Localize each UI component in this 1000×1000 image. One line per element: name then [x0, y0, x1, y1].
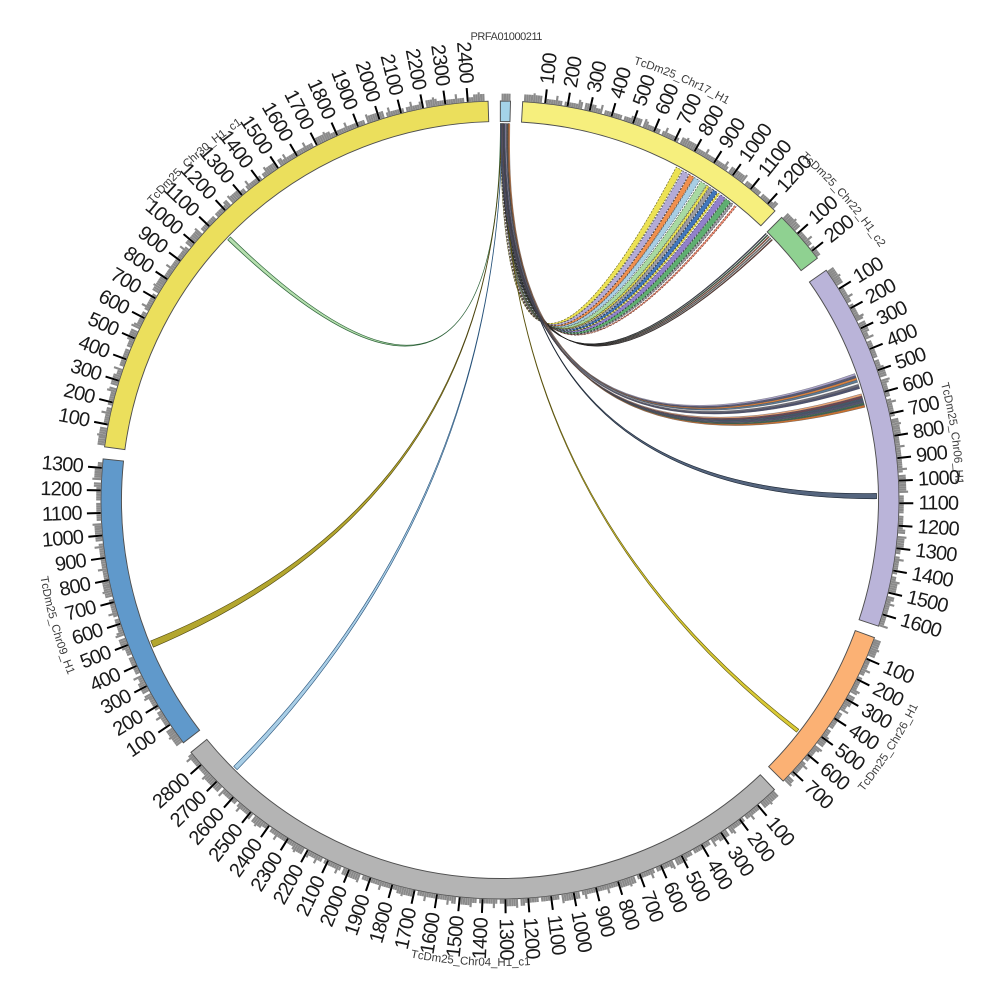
svg-text:_: _: [947, 424, 960, 434]
svg-text:1: 1: [720, 93, 731, 107]
svg-text:c: c: [417, 950, 425, 963]
svg-text:2: 2: [440, 953, 448, 966]
svg-text:_: _: [951, 462, 964, 471]
svg-text:c: c: [227, 120, 239, 133]
svg-text:c: c: [39, 582, 52, 590]
svg-text:0: 0: [478, 957, 485, 969]
svg-text:0: 0: [950, 450, 963, 458]
svg-text:C: C: [460, 955, 469, 968]
svg-text:2: 2: [44, 605, 57, 614]
svg-text:_: _: [46, 616, 60, 627]
svg-text:r: r: [892, 731, 904, 741]
svg-text:PRFA01000211: PRFA01000211: [471, 31, 543, 43]
svg-text:2: 2: [894, 726, 908, 738]
svg-text:T: T: [37, 575, 50, 584]
svg-text:h: h: [949, 440, 962, 448]
svg-text:m: m: [943, 402, 957, 414]
svg-text:T: T: [410, 948, 419, 961]
svg-text:c: c: [518, 956, 525, 968]
svg-text:4: 4: [485, 957, 492, 969]
svg-text:1300: 1300: [41, 452, 85, 477]
svg-text:1: 1: [907, 702, 921, 713]
svg-text:800: 800: [911, 417, 946, 444]
svg-text:1: 1: [63, 666, 77, 676]
svg-text:m: m: [431, 952, 442, 965]
svg-text:5: 5: [946, 418, 959, 426]
svg-text:1: 1: [952, 478, 964, 485]
svg-text:2: 2: [661, 65, 671, 79]
svg-text:h: h: [468, 956, 475, 968]
svg-text:1200: 1200: [519, 917, 544, 960]
svg-text:C: C: [48, 623, 62, 634]
svg-text:r: r: [192, 149, 203, 161]
svg-text:_: _: [511, 957, 519, 969]
svg-text:1300: 1300: [914, 540, 958, 567]
svg-text:T: T: [938, 381, 951, 391]
svg-text:1000: 1000: [917, 467, 960, 491]
svg-text:900: 900: [54, 550, 89, 576]
svg-text:7: 7: [701, 83, 712, 97]
svg-text:2: 2: [945, 412, 958, 420]
svg-text:H: H: [60, 658, 74, 670]
svg-text:D: D: [941, 394, 955, 405]
svg-text:1: 1: [524, 956, 531, 968]
svg-text:D: D: [644, 59, 656, 73]
svg-text:h: h: [686, 76, 697, 90]
svg-text:r: r: [53, 637, 66, 644]
svg-text:H: H: [952, 469, 964, 478]
svg-text:100: 100: [536, 52, 561, 86]
svg-text:m: m: [652, 62, 665, 77]
svg-text:1200: 1200: [40, 478, 82, 501]
svg-text:r: r: [474, 956, 479, 968]
svg-text:m: m: [41, 596, 55, 608]
svg-text:1: 1: [696, 81, 707, 95]
svg-text:_: _: [490, 957, 498, 969]
svg-text:C: C: [948, 431, 961, 441]
svg-text:_: _: [452, 955, 461, 968]
svg-text:5: 5: [45, 611, 58, 620]
svg-text:D: D: [423, 951, 433, 964]
svg-text:5: 5: [667, 68, 677, 82]
svg-text:c: c: [870, 232, 883, 244]
svg-text:1100: 1100: [42, 503, 83, 526]
svg-text:r: r: [950, 446, 962, 451]
svg-text:0: 0: [54, 640, 67, 650]
svg-text:h: h: [889, 734, 903, 746]
svg-text:h: h: [51, 631, 64, 641]
svg-text:1100: 1100: [543, 914, 570, 957]
svg-text:c: c: [639, 57, 648, 70]
svg-text:6: 6: [897, 720, 911, 731]
svg-text:1500: 1500: [443, 915, 469, 959]
svg-text:900: 900: [915, 442, 949, 467]
svg-text:1300: 1300: [495, 918, 518, 960]
svg-text:c: c: [940, 388, 953, 397]
svg-text:2400: 2400: [452, 41, 477, 85]
svg-text:1200: 1200: [917, 516, 960, 541]
svg-text:1000: 1000: [41, 526, 85, 552]
svg-text:r: r: [692, 79, 701, 92]
svg-text:5: 5: [447, 954, 455, 967]
svg-text:9: 9: [56, 646, 69, 656]
svg-text:T: T: [632, 55, 642, 69]
svg-text:H: H: [497, 957, 505, 969]
svg-text:_: _: [57, 651, 71, 663]
svg-text:D: D: [40, 588, 53, 599]
svg-text:1400: 1400: [469, 917, 493, 960]
svg-text:r: r: [844, 197, 856, 208]
svg-text:200: 200: [560, 54, 587, 89]
svg-text:1100: 1100: [918, 492, 959, 514]
svg-text:6: 6: [951, 456, 964, 463]
svg-text:1: 1: [506, 957, 513, 969]
